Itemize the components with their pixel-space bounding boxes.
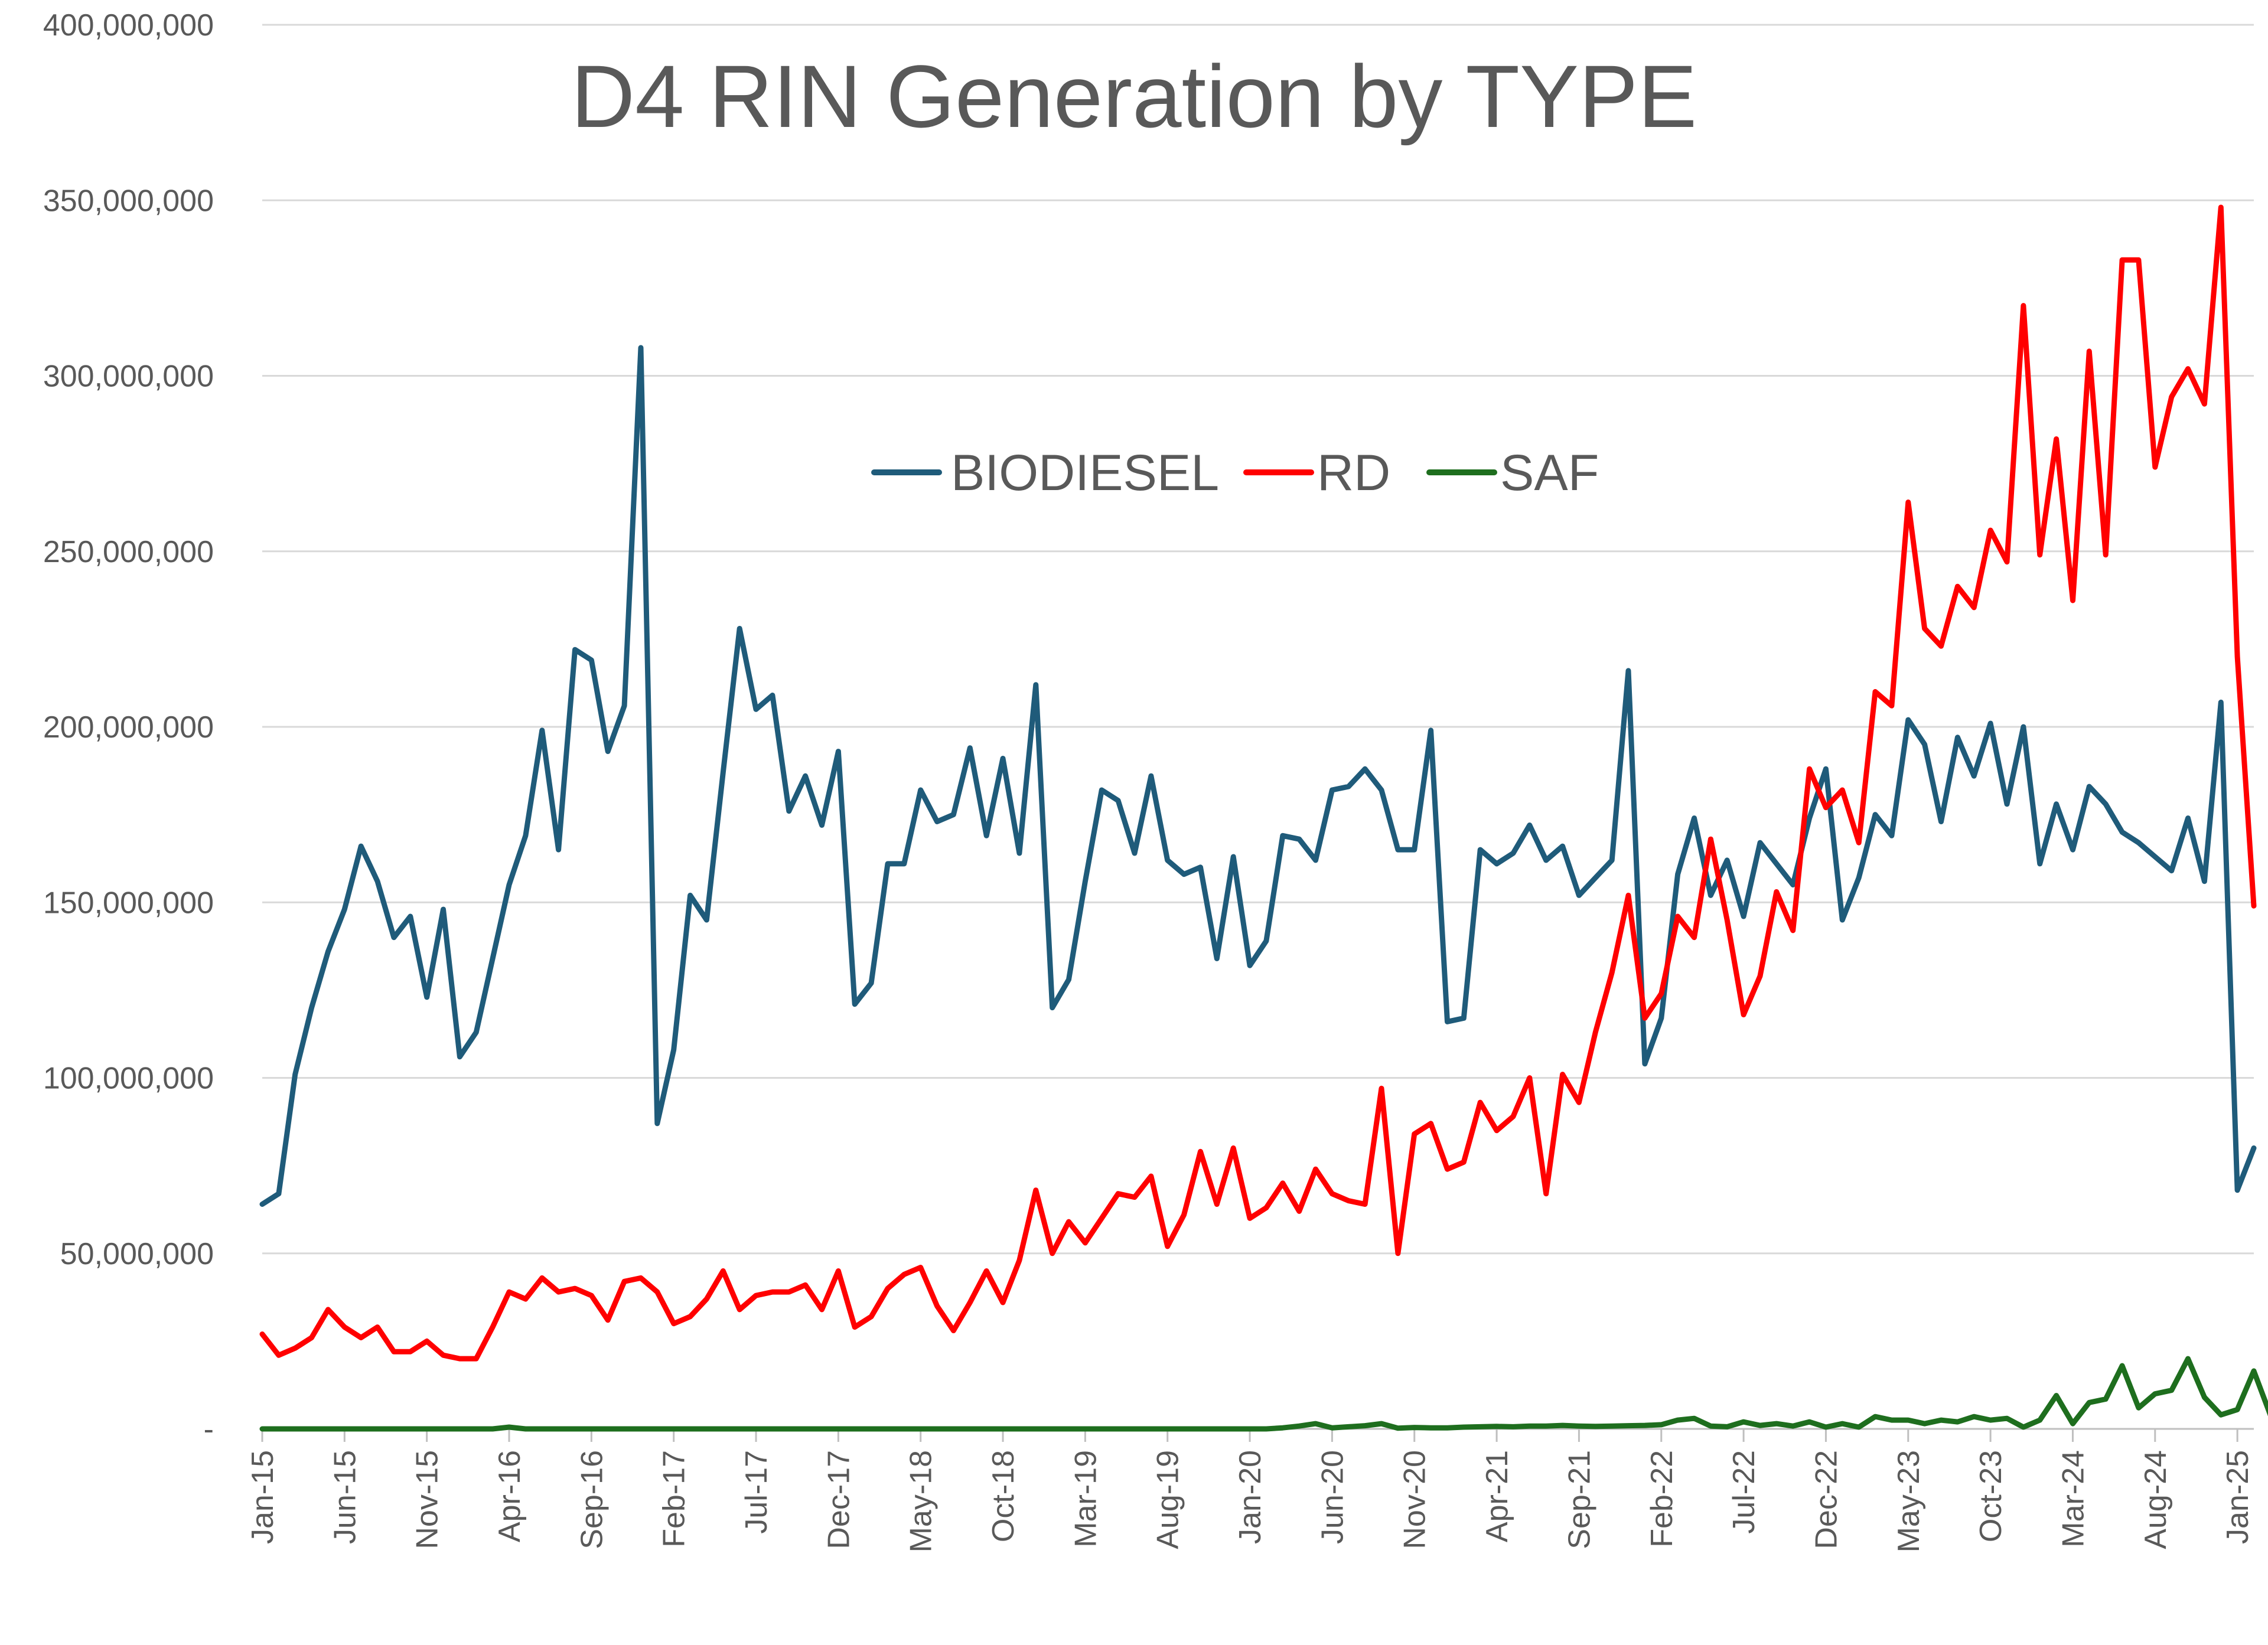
y-tick-label: 200,000,000 <box>43 710 214 745</box>
x-tick-label: Dec-22 <box>1809 1450 1843 1549</box>
legend-label-saf: SAF <box>1500 445 1599 501</box>
x-tick-label: Feb-22 <box>1645 1450 1679 1548</box>
x-tick-label: Aug-19 <box>1151 1450 1185 1549</box>
y-tick-label: 50,000,000 <box>60 1237 214 1271</box>
legend-label-rd: RD <box>1317 445 1390 501</box>
x-tick-label: Jan-25 <box>2221 1450 2255 1544</box>
x-tick-label: May-23 <box>1892 1450 1926 1552</box>
y-tick-label: 250,000,000 <box>43 535 214 569</box>
x-tick-label: May-18 <box>904 1450 939 1552</box>
x-tick-label: Oct-18 <box>986 1450 1021 1542</box>
x-tick-label: Mar-24 <box>2056 1450 2090 1548</box>
x-tick-label: Aug-24 <box>2139 1450 2173 1549</box>
x-tick-label: Nov-20 <box>1398 1450 1432 1549</box>
legend-label-biodiesel: BIODIESEL <box>951 445 1219 501</box>
x-tick-label: Jul-17 <box>739 1450 774 1534</box>
x-tick-label: Jun-20 <box>1315 1450 1350 1544</box>
y-tick-label: 150,000,000 <box>43 886 214 920</box>
x-tick-label: Jun-15 <box>328 1450 362 1544</box>
y-tick-label: 100,000,000 <box>43 1062 214 1096</box>
x-tick-label: Apr-21 <box>1480 1450 1514 1542</box>
legend: BIODIESEL RD SAF <box>871 445 1599 501</box>
series-line-biodiesel <box>259 345 2257 1207</box>
series-line-rd <box>259 204 2257 1362</box>
y-axis-tick-labels: - 50,000,000 100,000,000 150,000,000 200,000… <box>43 8 214 1447</box>
chart-title: D4 RIN Generation by TYPE <box>571 47 1697 146</box>
y-tick-label: 350,000,000 <box>43 184 214 218</box>
x-tick-label: Feb-17 <box>657 1450 692 1548</box>
x-tick-label: Nov-15 <box>410 1450 445 1549</box>
x-tick-label: Mar-19 <box>1068 1450 1103 1548</box>
y-tick-label: - <box>204 1412 214 1447</box>
x-tick-label: Dec-17 <box>822 1450 856 1549</box>
x-tick-label: Sep-16 <box>575 1450 609 1549</box>
x-tick-label: Apr-16 <box>493 1450 527 1542</box>
series-lines <box>259 204 2268 1432</box>
x-tick-label: Oct-23 <box>1974 1450 2008 1542</box>
y-tick-label: 400,000,000 <box>43 8 214 43</box>
x-tick-label: Jan-20 <box>1233 1450 1267 1544</box>
x-tick-label: Jan-15 <box>246 1450 280 1544</box>
series-line-saf <box>259 1356 2268 1432</box>
x-axis-tick-labels: Jan-15 Jun-15 Nov-15 Apr-16 Sep-16 Feb-17 Jul-… <box>246 1450 2255 1552</box>
x-tick-label: Sep-21 <box>1562 1450 1596 1549</box>
y-tick-label: 300,000,000 <box>43 360 214 394</box>
gridlines <box>262 24 2254 1255</box>
x-tick-label: Jul-22 <box>1727 1450 1761 1534</box>
